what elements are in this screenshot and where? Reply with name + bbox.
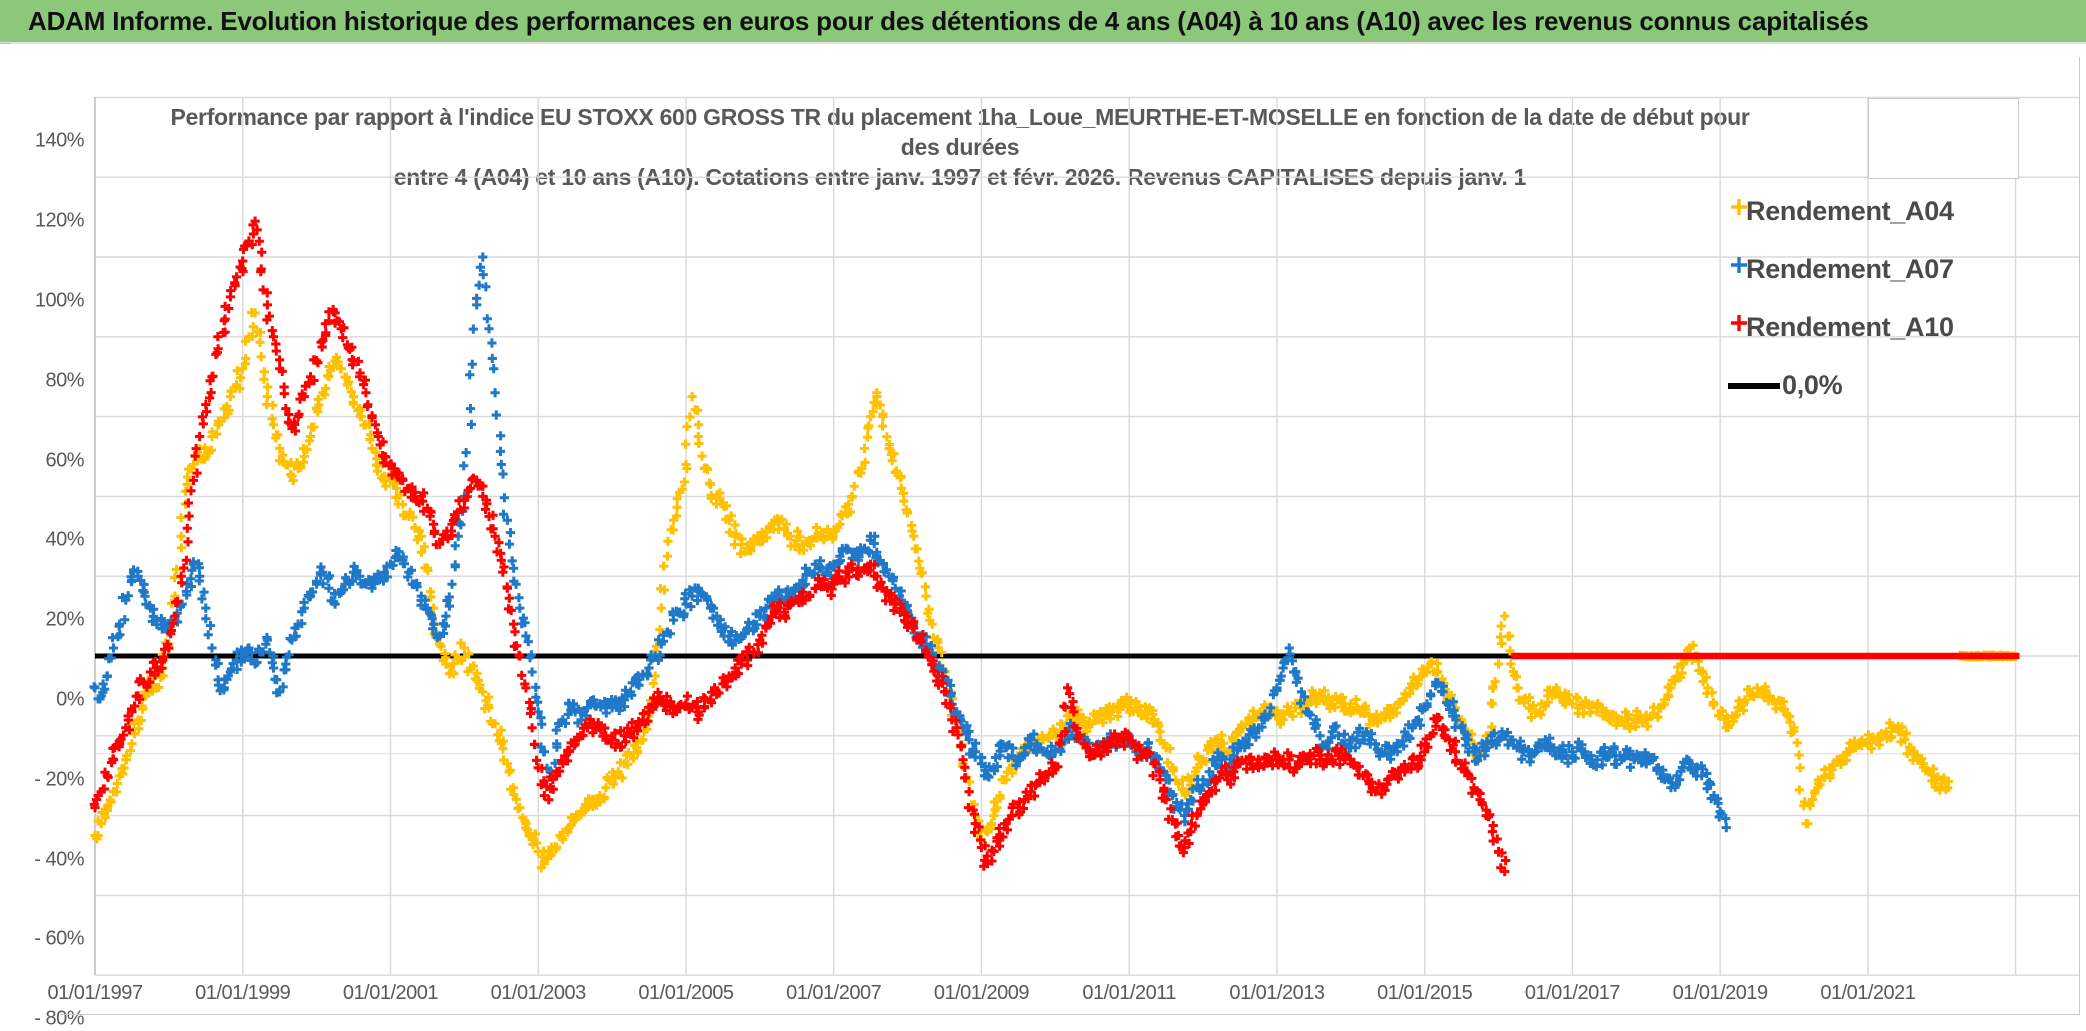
empty-textbox[interactable]	[1868, 98, 2019, 179]
x-tick-label: 01/01/2017	[1524, 982, 1621, 1004]
legend-plus-glyph	[1731, 315, 1747, 331]
y-tick-label: 0%	[56, 688, 84, 711]
y-tick-label: 60%	[45, 449, 84, 472]
y-tick-label: - 80%	[34, 1007, 84, 1030]
y-tick-label: 120%	[34, 209, 85, 232]
app-header: ADAM Informe. Evolution historique des p…	[0, 0, 2086, 44]
legend-plus-icon	[1731, 315, 1747, 331]
legend-label: Rendement_A07	[1746, 254, 1954, 284]
chart-title-line2: des durées	[900, 134, 1020, 160]
legend-item-0-0-[interactable]: 0,0%	[1728, 370, 1843, 401]
x-tick-label: 01/01/2001	[342, 982, 439, 1004]
x-tick-label: 01/01/2013	[1229, 982, 1325, 1004]
x-tick-label: 01/01/2003	[490, 982, 587, 1004]
legend-label: 0,0%	[1782, 370, 1843, 400]
x-tick-label: 01/01/2021	[1820, 982, 1916, 1004]
legend-plus-icon	[1731, 199, 1747, 215]
chart-svg	[89, 96, 2079, 976]
legend-plus-icon	[1731, 257, 1747, 273]
y-tick-label: - 40%	[34, 848, 84, 871]
y-tick-label: - 20%	[34, 768, 84, 791]
chart-frame-right	[2079, 57, 2080, 1014]
app-header-title: ADAM Informe. Evolution historique des p…	[28, 5, 1869, 36]
series-rendement_a07	[89, 252, 1731, 833]
legend-item-rendement-a07[interactable]: Rendement_A07	[1728, 254, 1954, 285]
chart-frame-bottom	[60, 1014, 2080, 1015]
legend-line-icon	[1728, 382, 1780, 389]
x-tick-label: 01/01/2007	[786, 982, 882, 1004]
plot-area[interactable]	[0, 44, 2086, 1031]
x-tick-label: 01/01/2019	[1672, 982, 1769, 1004]
y-tick-label: 40%	[45, 528, 84, 551]
y-tick-label: 20%	[45, 608, 84, 631]
y-tick-label: - 60%	[34, 927, 84, 950]
x-tick-label: 01/01/2009	[933, 982, 1030, 1004]
x-tick-label: 01/01/2011	[1082, 982, 1176, 1004]
x-tick-label: 01/01/2015	[1377, 982, 1473, 1004]
x-tick-label: 01/01/1997	[47, 982, 143, 1004]
legend-label: Rendement_A10	[1746, 312, 1954, 342]
legend-label: Rendement_A04	[1746, 196, 1954, 226]
y-tick-label: 140%	[34, 129, 85, 152]
y-tick-label: 80%	[45, 369, 84, 392]
chart-canvas: Performance par rapport à l'indice EU ST…	[0, 44, 2086, 1031]
legend-plus-glyph	[1731, 199, 1747, 215]
y-tick-label: 100%	[34, 289, 85, 312]
x-tick-label: 01/01/2005	[638, 982, 734, 1004]
legend-item-rendement-a04[interactable]: Rendement_A04	[1728, 196, 1954, 227]
legend-item-rendement-a10[interactable]: Rendement_A10	[1728, 312, 1954, 343]
legend-plus-glyph	[1731, 257, 1747, 273]
chart-title-line1: Performance par rapport à l'indice EU ST…	[170, 104, 1750, 130]
x-tick-label: 01/01/1999	[195, 982, 291, 1004]
series-rendement_a10	[89, 216, 1511, 877]
